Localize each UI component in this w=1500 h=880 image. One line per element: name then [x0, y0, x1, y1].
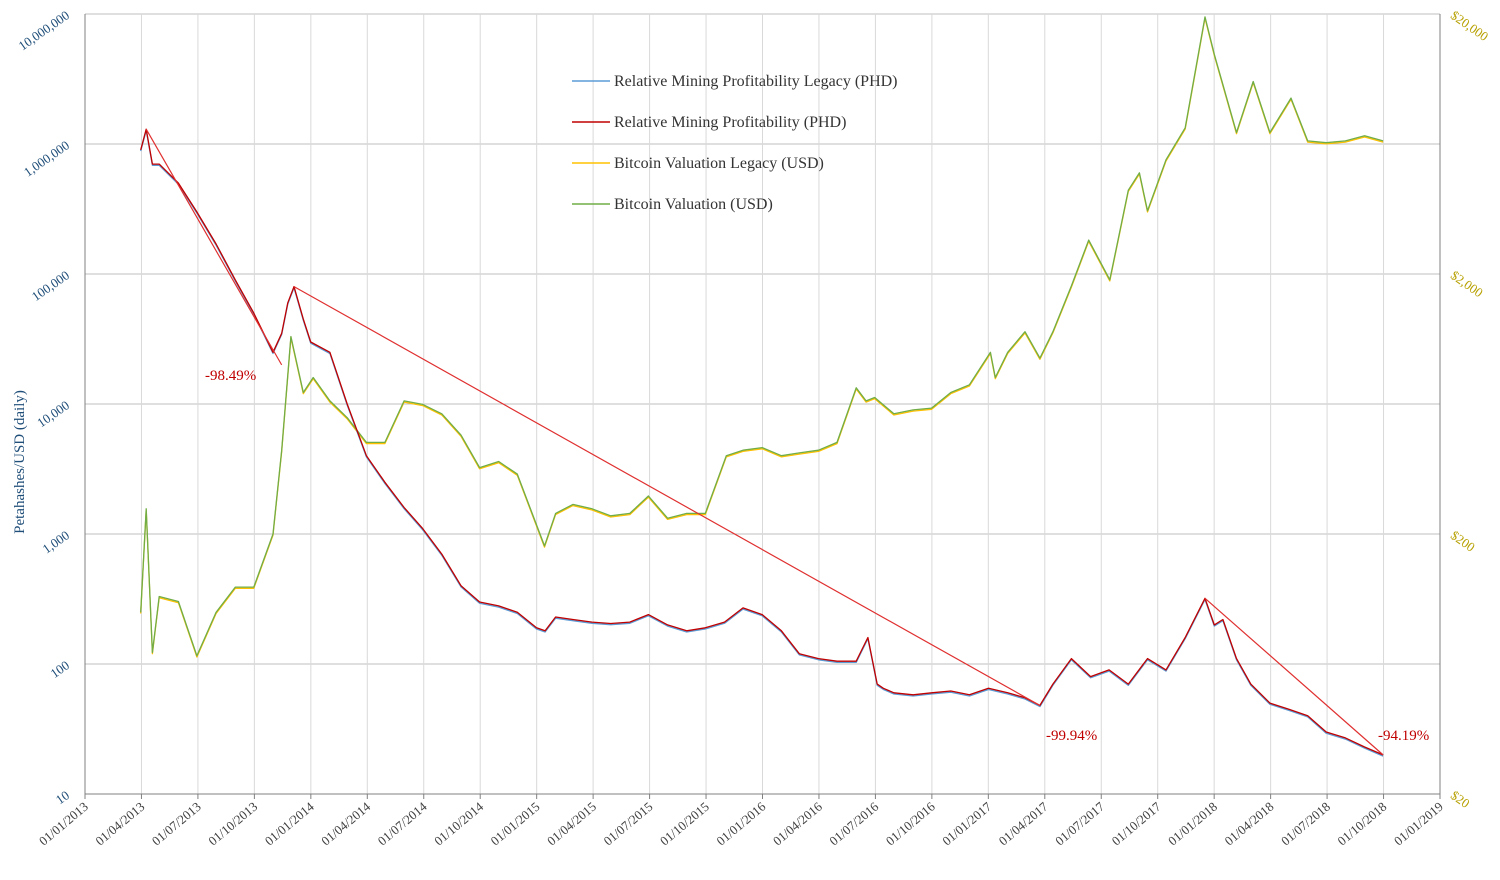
x-tick-label: 01/04/2016	[770, 798, 825, 848]
y2-tick-label: $20	[1448, 787, 1473, 810]
trend-line	[145, 128, 283, 366]
y-tick-label: 10,000	[34, 397, 72, 430]
y2-tick-label: $20,000	[1448, 7, 1491, 44]
x-tick-label: 01/01/2019	[1391, 799, 1446, 849]
x-tick-label: 01/01/2016	[713, 798, 768, 848]
x-tick-label: 01/04/2014	[318, 798, 373, 848]
x-tick-label: 01/07/2016	[826, 798, 881, 848]
y2-tick-label: $200	[1448, 527, 1478, 554]
legend: Relative Mining Profitability Legacy (PH…	[572, 73, 898, 213]
x-tick-label: 01/04/2018	[1222, 799, 1277, 849]
series-line-0	[140, 129, 1384, 757]
x-tick-label: 01/01/2018	[1165, 799, 1220, 849]
y-tick-label: 1,000	[39, 527, 72, 556]
x-tick-label: 01/04/2017	[996, 798, 1051, 848]
x-tick-label: 01/07/2018	[1278, 799, 1333, 849]
legend-label: Bitcoin Valuation Legacy (USD)	[614, 155, 824, 172]
x-tick-label: 01/04/2013	[92, 799, 147, 849]
y-tick-label: 100,000	[29, 267, 72, 304]
trend-annotation: -98.49%	[205, 368, 256, 384]
x-tick-label: 01/10/2016	[883, 798, 938, 848]
y-axis-label: Petahashes/USD (daily)	[12, 390, 28, 534]
x-tick-label: 01/07/2013	[149, 799, 204, 849]
x-tick-label: 01/10/2013	[205, 799, 260, 849]
x-tick-label: 01/01/2015	[488, 799, 543, 849]
x-tick-label: 01/10/2015	[657, 799, 712, 849]
series-line-1	[140, 128, 1384, 756]
y2-tick-label: $2,000	[1448, 267, 1486, 300]
x-tick-label: 01/07/2015	[600, 799, 655, 849]
trend-line	[1204, 597, 1384, 756]
legend-label: Bitcoin Valuation (USD)	[614, 196, 773, 213]
x-tick-label: 01/07/2014	[375, 798, 430, 848]
x-tick-label: 01/04/2015	[544, 799, 599, 849]
y-tick-label: 10,000,000	[15, 7, 72, 53]
x-tick-label: 01/10/2018	[1334, 799, 1389, 849]
y-tick-label: 10	[53, 787, 72, 807]
x-tick-label: 01/07/2017	[1052, 798, 1107, 848]
x-tick-label: 01/01/2013	[36, 799, 91, 849]
trend-annotation: -94.19%	[1378, 728, 1429, 744]
y-tick-label: 1,000,000	[21, 137, 72, 179]
grid	[84, 13, 1441, 795]
legend-label: Relative Mining Profitability Legacy (PH…	[614, 73, 898, 90]
x-tick-label: 01/01/2017	[939, 798, 994, 848]
x-tick-label: 01/10/2017	[1109, 798, 1164, 848]
trend-layer: -98.49% -99.94% -94.19%	[145, 128, 1429, 756]
legend-label: Relative Mining Profitability (PHD)	[614, 114, 846, 131]
trend-annotation: -99.94%	[1046, 728, 1097, 744]
y-tick-label: 100	[47, 657, 72, 680]
series-line-3	[140, 16, 1384, 657]
x-tick-label: 01/10/2014	[431, 798, 486, 848]
x-tick-label: 01/01/2014	[262, 798, 317, 848]
series-layer	[140, 16, 1384, 757]
trend-line	[293, 286, 1041, 706]
